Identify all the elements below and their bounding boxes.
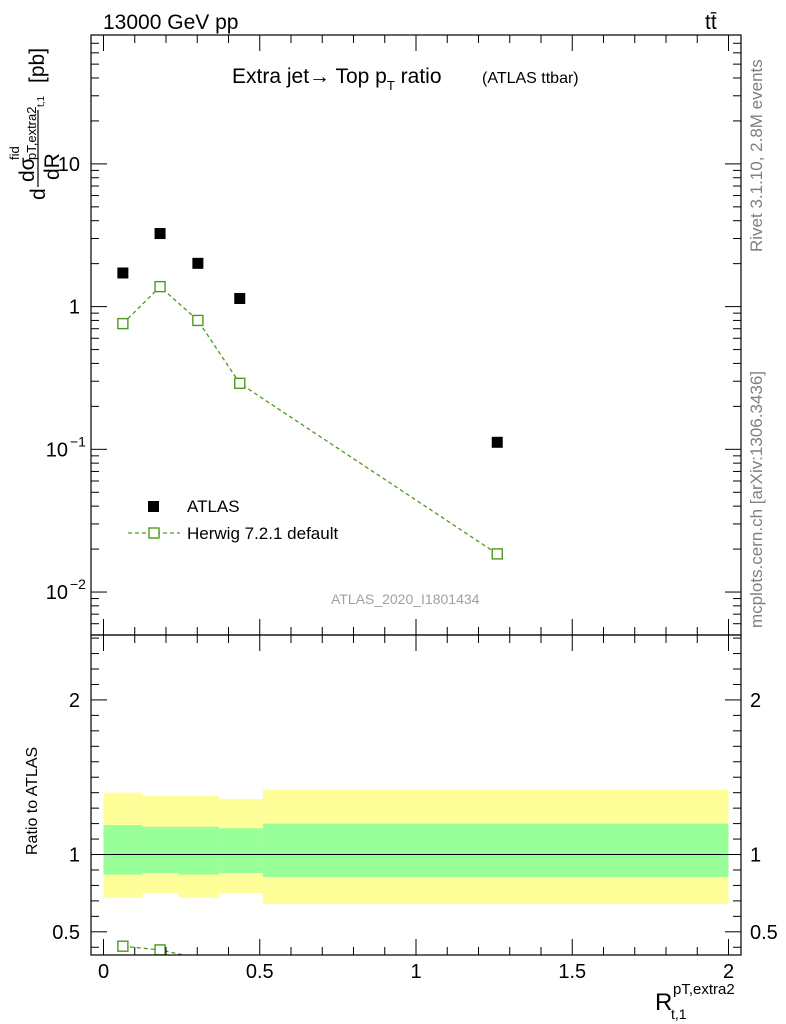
herwig-ratio-point [117,940,129,952]
main-y-tick-label: 10 [58,154,80,176]
process-label: tt̄ [705,11,717,34]
stat-uncertainty-band [103,825,143,875]
energy-label: 13000 GeV pp [103,11,238,34]
xlabel-sup: pT,extra2 [673,981,735,998]
ratio-y-tick-label-left: 0.5 [52,922,80,944]
ylabel-sub: pT,extra2 [24,107,39,160]
ylabel-dR: dR [41,153,64,180]
atlas-point [234,292,246,304]
legend: ATLAS Herwig 7.2.1 default [128,497,338,543]
main-plot-frame [90,34,742,636]
herwig-point [192,314,204,327]
herwig-line [122,285,498,555]
analysis-watermark: ATLAS_2020_I1801434 [331,591,480,607]
atlas-point [154,228,166,240]
legend-label-herwig: Herwig 7.2.1 default [187,524,338,543]
ratio-plot-panel: 0.5 0.5 1 1 2 2 0 0.5 1 1.5 2 Ratio to ATLAS R pT,… [24,634,778,1022]
main-y-axis-label: d dσ fid pT,extra2 dR t,1 [pb] [7,48,64,200]
rivet-version-label: Rivet 3.1.10, 2.8M events [747,59,766,252]
stat-uncertainty-band [262,823,729,877]
legend-marker-atlas [148,501,159,512]
plot-title: Extra jet→ Top pT ratio [232,65,442,93]
plot-title-main: Extra jet→ Top p [232,65,387,88]
herwig-series-ratio [117,940,187,955]
atlas-series [117,228,503,448]
main-y-tick-label: 1 [69,297,80,319]
ylabel-fid: fid [7,146,22,160]
ratio-axis-ticks [91,635,741,955]
main-y-tick-exponent: −1 [70,433,86,449]
x-tick-label: 0.5 [246,961,274,983]
uncertainty-bands [103,789,729,904]
main-y-tick-label: 10 [46,582,68,604]
ylabel-dsigma: dσ [16,157,39,182]
xlabel-main: R [655,989,672,1016]
plot-title-extra: (ATLAS ttbar) [482,70,579,87]
atlas-point [117,267,129,279]
herwig-point [154,280,166,293]
herwig-ratio-point [154,944,166,955]
xlabel-sub: t,1 [671,1006,687,1022]
ratio-tick-labels: 0.5 0.5 1 1 2 2 0 0.5 1 1.5 2 [52,690,778,983]
ratio-y-tick-label-right: 1 [750,845,761,867]
x-tick-label: 2 [723,961,734,983]
x-axis-label: R pT,extra2 t,1 [655,981,735,1022]
legend-marker-herwig [148,527,160,539]
legend-label-atlas: ATLAS [187,497,240,516]
x-tick-label: 1.5 [558,961,586,983]
plot-title-subscript: T [387,78,395,93]
x-tick-label: 1 [410,961,421,983]
main-axis-ticks [91,34,741,636]
x-tick-label: 0 [98,961,109,983]
main-y-tick-label: 10 [46,439,68,461]
herwig-point [117,317,129,330]
herwig-series-main [117,280,503,560]
stat-uncertainty-band [142,826,179,874]
plot-title-tail: ratio [395,65,442,88]
ratio-y-tick-label-left: 1 [69,845,80,867]
herwig-point [491,548,503,560]
stat-uncertainty-band [219,828,263,874]
atlas-point [491,436,503,448]
atlas-point [192,257,204,269]
ylabel-unit: [pb] [26,48,49,83]
main-y-tick-exponent: −2 [70,576,86,592]
ratio-y-axis-label: Ratio to ATLAS [24,747,41,855]
ratio-y-tick-label-right: 0.5 [750,922,778,944]
ylabel-sub2: t,1 [36,95,47,107]
ylabel-d: d [27,188,50,200]
ratio-y-tick-label-left: 2 [69,690,80,712]
mcplots-label: mcplots.cern.ch [arXiv:1306.3436] [747,371,766,628]
ratio-y-tick-label-right: 2 [750,690,761,712]
stat-uncertainty-band [178,826,220,875]
herwig-point [234,377,246,390]
